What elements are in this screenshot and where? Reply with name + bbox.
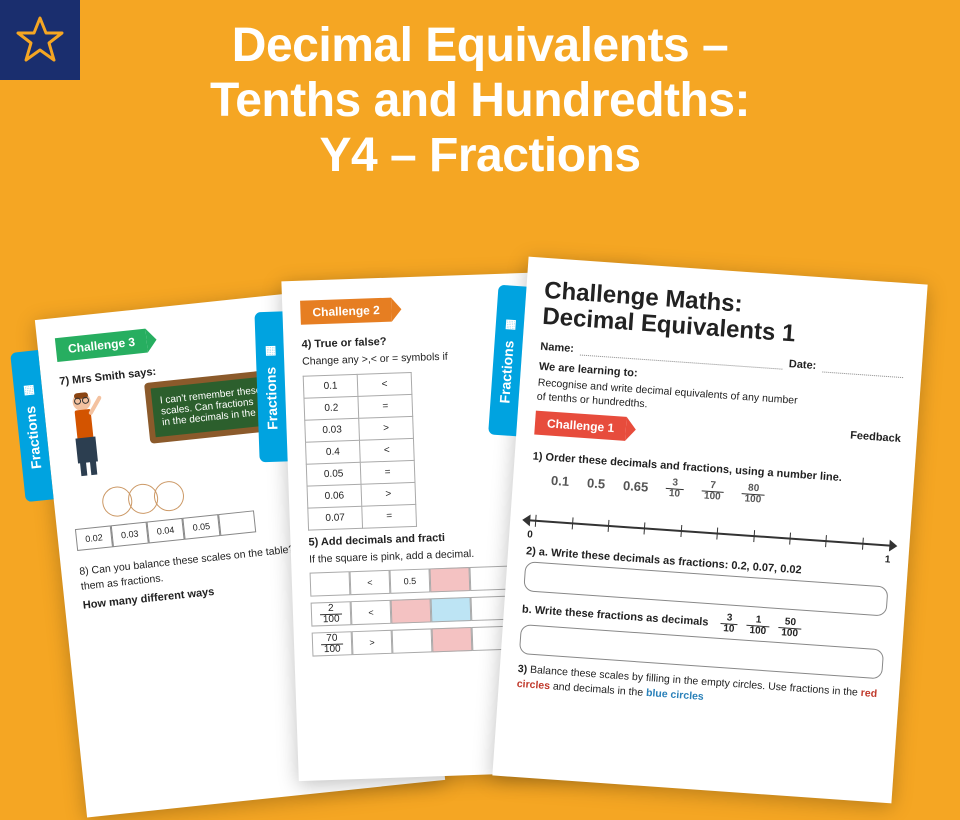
compare-table: 0.1< 0.2= 0.03> 0.4< 0.05= 0.06> 0.07= [303,372,417,531]
box [218,510,256,536]
side-tab-label: Fractions [496,339,516,403]
side-tab-label: Fractions [262,366,280,430]
star-icon [15,15,65,65]
side-tab-label: Fractions [22,405,44,469]
side-tab: Fractions ▦ [10,350,54,502]
feedback-label: Feedback [850,430,901,446]
teacher-figure [60,388,109,482]
tab-icon: ▦ [502,318,517,333]
tab-icon: ▦ [263,344,277,358]
box: 0.04 [147,518,185,544]
box: 0.03 [111,522,149,548]
title-line-3: Y4 – Fractions [319,129,640,182]
worksheet-page-3: Fractions ▦ Challenge Maths: Decimal Equ… [492,257,927,804]
box: 0.02 [75,525,113,551]
challenge-3-badge: Challenge 3 [55,329,148,362]
challenge-1-badge: Challenge 1 [534,411,627,441]
star-badge [0,0,80,80]
tab-icon: ▦ [21,383,36,398]
box: 0.05 [182,514,220,540]
title-line-1: Decimal Equivalents – [232,19,728,72]
side-tab: Fractions ▦ [254,311,287,462]
challenge-2-badge: Challenge 2 [300,298,392,325]
page-title: Decimal Equivalents – Tenths and Hundred… [0,0,960,194]
title-line-2: Tenths and Hundredths: [210,74,750,127]
pages-container: Fractions ▦ Challenge 3 7) Mrs Smith say… [0,240,960,760]
